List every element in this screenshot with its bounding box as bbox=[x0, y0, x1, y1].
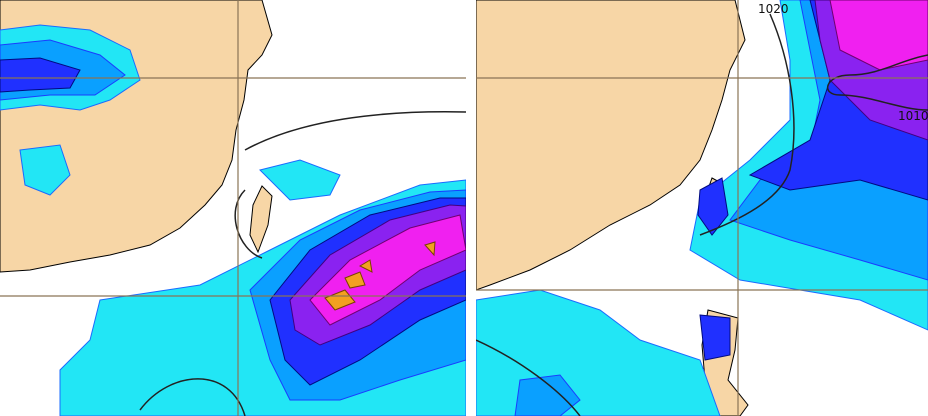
rain-extreme bbox=[324, 241, 436, 311]
rain-moderate bbox=[514, 374, 581, 416]
rain-light bbox=[259, 159, 341, 201]
rain-heavy bbox=[697, 177, 729, 236]
taiwan bbox=[249, 185, 273, 254]
left-panel bbox=[0, 0, 466, 416]
isobar bbox=[826, 54, 928, 111]
isobar bbox=[234, 189, 263, 259]
rain-intense bbox=[829, 0, 928, 71]
isobar bbox=[244, 111, 466, 151]
isobar bbox=[699, 13, 795, 236]
isobar-label: 1010 bbox=[898, 109, 928, 123]
right-panel: 1020 1010 bbox=[476, 0, 928, 416]
rain-heavy bbox=[0, 57, 81, 93]
isobar-label: 1020 bbox=[758, 2, 789, 16]
rain-light bbox=[19, 144, 71, 196]
isobar bbox=[476, 339, 581, 416]
mainland bbox=[476, 0, 746, 291]
rain-heavy bbox=[699, 314, 731, 361]
